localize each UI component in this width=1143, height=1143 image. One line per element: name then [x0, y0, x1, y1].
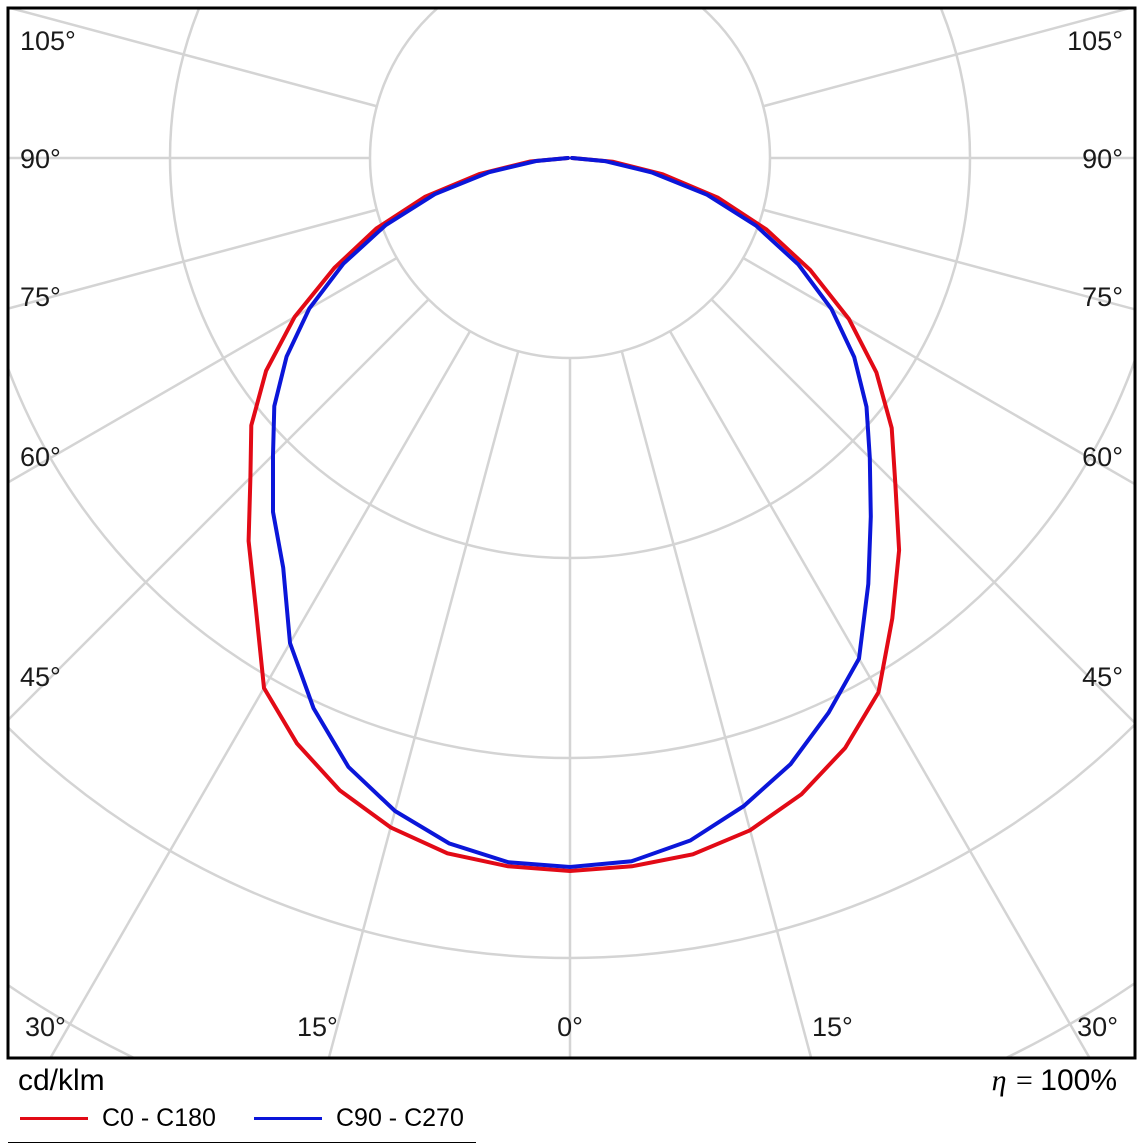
grid-radial-line	[9, 256, 398, 484]
angle-label: 90°	[20, 144, 61, 174]
grid-radial-line	[9, 298, 430, 721]
legend-label: C0 - C180	[102, 1104, 216, 1132]
curve-c90-c270	[271, 156, 873, 870]
angle-label: 45°	[20, 662, 61, 692]
angle-label: 60°	[20, 442, 61, 472]
legend: C0 - C180 C90 - C270	[8, 1102, 476, 1143]
eta-value: 100%	[1040, 1064, 1117, 1097]
grid-radial-line	[668, 330, 1091, 1057]
polar-chart: 105° 90° 75° 60° 45° 105° 90° 75° 60° 45° 30° 15° 0°…	[6, 6, 1137, 1060]
angle-label: 105°	[1067, 26, 1123, 56]
angle-label: 60°	[1082, 442, 1123, 472]
grid-radial-line	[620, 350, 813, 1057]
angle-label: 75°	[1082, 282, 1123, 312]
grid-radial-line	[49, 330, 472, 1057]
plot-border	[6, 6, 1137, 1060]
angle-label: 90°	[1082, 144, 1123, 174]
legend-line-blue	[254, 1117, 322, 1120]
grid-radial-line	[9, 208, 378, 310]
legend-line-red	[20, 1117, 88, 1120]
angle-label: 15°	[812, 1012, 853, 1042]
polar-grid	[9, 9, 1134, 1057]
grid-radial-line	[710, 298, 1134, 724]
grid-radial-line	[762, 9, 1130, 108]
angle-label: 30°	[25, 1012, 66, 1042]
grid-radial-line	[10, 9, 378, 108]
efficiency-label: η = 100%	[992, 1064, 1117, 1098]
intensity-curves	[246, 156, 902, 874]
grid-radial-line	[327, 350, 520, 1057]
grid-radial-line	[762, 208, 1134, 311]
units-label: cd/klm	[18, 1064, 105, 1097]
legend-entry-c90-c270: C90 - C270	[242, 1102, 476, 1143]
legend-label: C90 - C270	[336, 1104, 464, 1132]
angle-tick-labels: 105° 90° 75° 60° 45° 105° 90° 75° 60° 45° 30° 15° 0°…	[20, 26, 1123, 1042]
chart-footer: cd/klm η = 100% C0 - C180 C90 - C270	[0, 1060, 1143, 1143]
angle-label: 15°	[297, 1012, 338, 1042]
angle-label: 45°	[1082, 662, 1123, 692]
grid-radial-line	[742, 256, 1134, 485]
angle-label: 105°	[20, 26, 76, 56]
curve-c0-c180	[246, 156, 902, 874]
angle-label: 0°	[557, 1012, 583, 1042]
eta-symbol: η =	[991, 1064, 1035, 1097]
angle-label: 30°	[1077, 1012, 1118, 1042]
legend-entry-c0-c180: C0 - C180	[8, 1102, 242, 1143]
angle-label: 75°	[20, 282, 61, 312]
